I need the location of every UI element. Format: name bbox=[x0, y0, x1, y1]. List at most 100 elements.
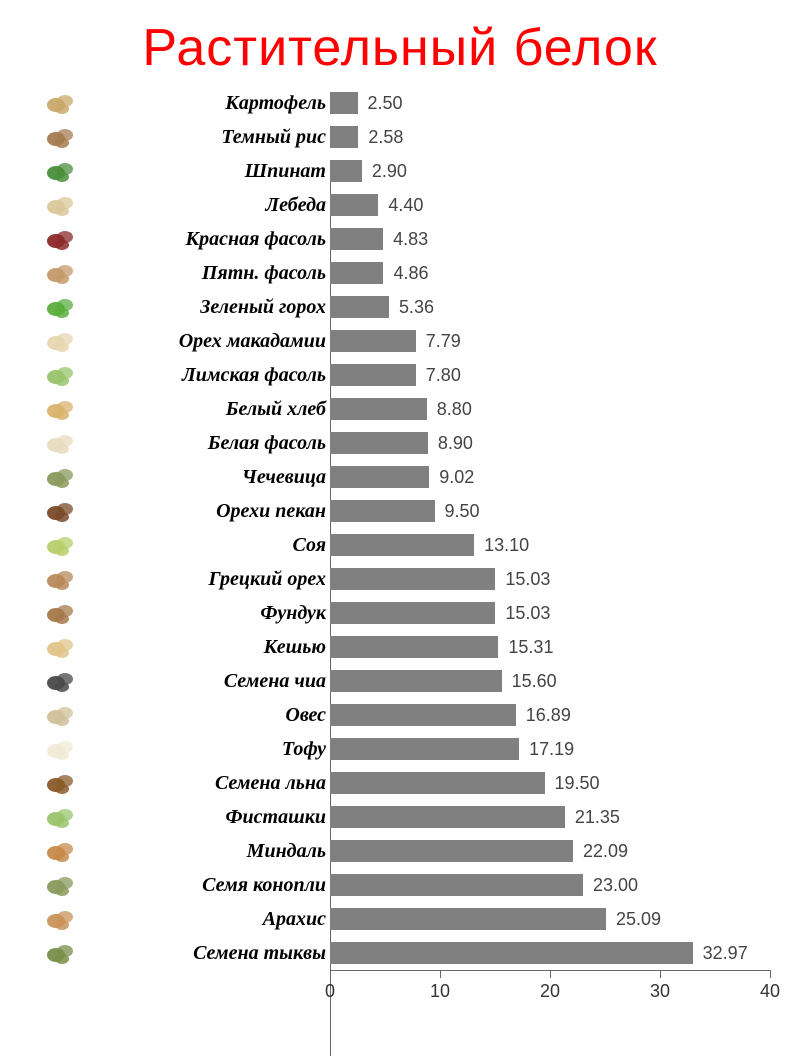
food-label: Лимская фасоль bbox=[90, 364, 330, 387]
value-label: 2.50 bbox=[368, 93, 403, 114]
bar bbox=[330, 500, 435, 522]
data-row: Грецкий орех15.03 bbox=[30, 562, 770, 596]
data-row: Зеленый горох5.36 bbox=[30, 290, 770, 324]
bar bbox=[330, 942, 693, 964]
data-row: Арахис25.09 bbox=[30, 902, 770, 936]
bar bbox=[330, 602, 495, 624]
bar-container: 2.58 bbox=[330, 120, 770, 154]
bar-container: 15.60 bbox=[330, 664, 770, 698]
value-label: 19.50 bbox=[555, 773, 600, 794]
value-label: 15.03 bbox=[505, 569, 550, 590]
value-label: 4.40 bbox=[388, 195, 423, 216]
bar bbox=[330, 534, 474, 556]
axis-tick bbox=[770, 970, 771, 978]
value-label: 21.35 bbox=[575, 807, 620, 828]
bar bbox=[330, 364, 416, 386]
bar bbox=[330, 840, 573, 862]
bar bbox=[330, 738, 519, 760]
food-label: Фундук bbox=[90, 602, 330, 625]
value-label: 4.83 bbox=[393, 229, 428, 250]
bar bbox=[330, 228, 383, 250]
food-icon bbox=[30, 324, 90, 358]
data-row: Миндаль22.09 bbox=[30, 834, 770, 868]
bar-container: 8.90 bbox=[330, 426, 770, 460]
food-label: Соя bbox=[90, 534, 330, 557]
food-icon bbox=[30, 936, 90, 970]
bar bbox=[330, 806, 565, 828]
food-label: Овес bbox=[90, 704, 330, 727]
value-label: 15.31 bbox=[508, 637, 553, 658]
bar-container: 15.31 bbox=[330, 630, 770, 664]
bar-container: 13.10 bbox=[330, 528, 770, 562]
bar-container: 5.36 bbox=[330, 290, 770, 324]
bar bbox=[330, 908, 606, 930]
data-row: Соя13.10 bbox=[30, 528, 770, 562]
value-label: 7.80 bbox=[426, 365, 461, 386]
food-icon bbox=[30, 902, 90, 936]
food-label: Зеленый горох bbox=[90, 296, 330, 319]
food-icon bbox=[30, 358, 90, 392]
value-label: 25.09 bbox=[616, 909, 661, 930]
axis-tick bbox=[330, 970, 331, 978]
bar-container: 7.80 bbox=[330, 358, 770, 392]
data-row: Белый хлеб8.80 bbox=[30, 392, 770, 426]
data-row: Семена тыквы32.97 bbox=[30, 936, 770, 970]
bar-container: 32.97 bbox=[330, 936, 770, 970]
food-label: Семена чиа bbox=[90, 670, 330, 693]
food-icon bbox=[30, 664, 90, 698]
bar bbox=[330, 160, 362, 182]
food-label: Орех макадамии bbox=[90, 330, 330, 353]
food-icon bbox=[30, 290, 90, 324]
food-label: Красная фасоль bbox=[90, 228, 330, 251]
food-icon bbox=[30, 596, 90, 630]
bar-container: 23.00 bbox=[330, 868, 770, 902]
bar bbox=[330, 432, 428, 454]
bar-container: 2.90 bbox=[330, 154, 770, 188]
value-label: 4.86 bbox=[393, 263, 428, 284]
bar bbox=[330, 636, 498, 658]
data-row: Кешью15.31 bbox=[30, 630, 770, 664]
data-row: Лебеда 4.40 bbox=[30, 188, 770, 222]
data-row: Орех макадамии7.79 bbox=[30, 324, 770, 358]
axis-tick-label: 40 bbox=[760, 981, 780, 1002]
data-row: Шпинат2.90 bbox=[30, 154, 770, 188]
axis-tick-label: 10 bbox=[430, 981, 450, 1002]
food-label: Тофу bbox=[90, 738, 330, 761]
data-row: Белая фасоль8.90 bbox=[30, 426, 770, 460]
bar bbox=[330, 194, 378, 216]
food-icon bbox=[30, 256, 90, 290]
food-icon bbox=[30, 834, 90, 868]
data-row: Чечевица 9.02 bbox=[30, 460, 770, 494]
food-label: Семена тыквы bbox=[90, 942, 330, 965]
bar bbox=[330, 262, 383, 284]
bar-container: 4.86 bbox=[330, 256, 770, 290]
bar bbox=[330, 670, 502, 692]
value-label: 16.89 bbox=[526, 705, 571, 726]
food-label: Картофель bbox=[90, 92, 330, 115]
value-label: 17.19 bbox=[529, 739, 574, 760]
value-label: 2.58 bbox=[368, 127, 403, 148]
data-row: Картофель 2.50 bbox=[30, 86, 770, 120]
value-label: 23.00 bbox=[593, 875, 638, 896]
axis-tick bbox=[550, 970, 551, 978]
data-row: Фисташки21.35 bbox=[30, 800, 770, 834]
value-label: 15.03 bbox=[505, 603, 550, 624]
food-label: Чечевица bbox=[90, 466, 330, 489]
bar-container: 25.09 bbox=[330, 902, 770, 936]
bar bbox=[330, 330, 416, 352]
data-row: Лимская фасоль 7.80 bbox=[30, 358, 770, 392]
food-label: Лебеда bbox=[90, 194, 330, 217]
value-label: 8.90 bbox=[438, 433, 473, 454]
food-icon bbox=[30, 630, 90, 664]
value-label: 9.02 bbox=[439, 467, 474, 488]
food-label: Пятн. фасоль bbox=[90, 262, 330, 285]
food-icon bbox=[30, 698, 90, 732]
bar-container: 8.80 bbox=[330, 392, 770, 426]
value-label: 9.50 bbox=[445, 501, 480, 522]
food-icon bbox=[30, 222, 90, 256]
data-row: Семена льна19.50 bbox=[30, 766, 770, 800]
bar-container: 4.40 bbox=[330, 188, 770, 222]
food-label: Темный рис bbox=[90, 126, 330, 149]
bar bbox=[330, 398, 427, 420]
data-row: Семена чиа15.60 bbox=[30, 664, 770, 698]
